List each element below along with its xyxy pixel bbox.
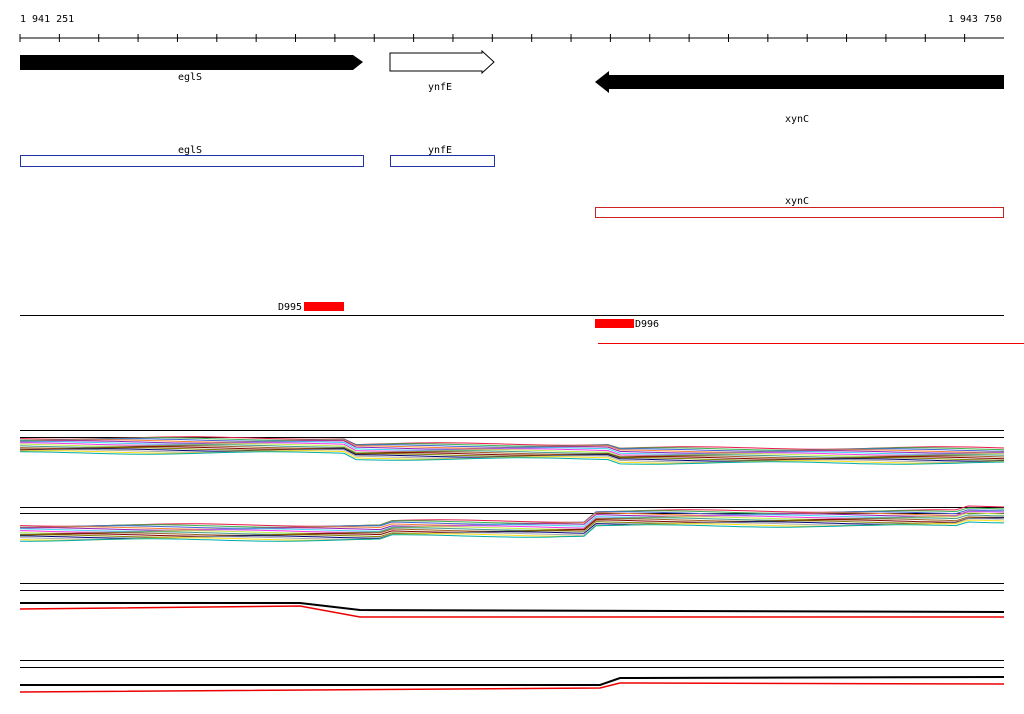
- box-label: eglS: [178, 145, 202, 156]
- expression-line: [20, 602, 1005, 613]
- feature-label: D996: [635, 319, 659, 330]
- ruler-end: 1 943 750: [948, 14, 1002, 25]
- expression-panels: [19, 430, 1005, 693]
- cds-box: [20, 155, 364, 167]
- expression-line: [19, 444, 1005, 458]
- expression-line: [20, 521, 1005, 542]
- ruler-start: 1 941 251: [20, 14, 74, 25]
- gene-arrow: [389, 49, 495, 75]
- gene-label: xynC: [785, 114, 809, 125]
- expression-line: [19, 451, 1005, 465]
- gene-arrow: [20, 55, 363, 70]
- gene-label: ynfE: [428, 82, 452, 93]
- expression-line: [19, 450, 1005, 464]
- expression-line: [19, 605, 1004, 618]
- cds-box: [595, 207, 1004, 218]
- feature: [304, 302, 344, 311]
- expression-line: [20, 676, 1005, 686]
- feature-label: D995: [278, 302, 302, 313]
- expression-line: [19, 682, 1005, 693]
- box-label: ynfE: [428, 145, 452, 156]
- feature: [595, 319, 634, 328]
- box-label: xynC: [785, 196, 809, 207]
- ruler-ticks: [19, 34, 966, 42]
- gene-arrow: [595, 71, 1004, 93]
- expression-line: [19, 518, 1005, 540]
- expression-line: [19, 441, 1005, 455]
- cds-box: [390, 155, 495, 167]
- gene-label: eglS: [178, 72, 202, 83]
